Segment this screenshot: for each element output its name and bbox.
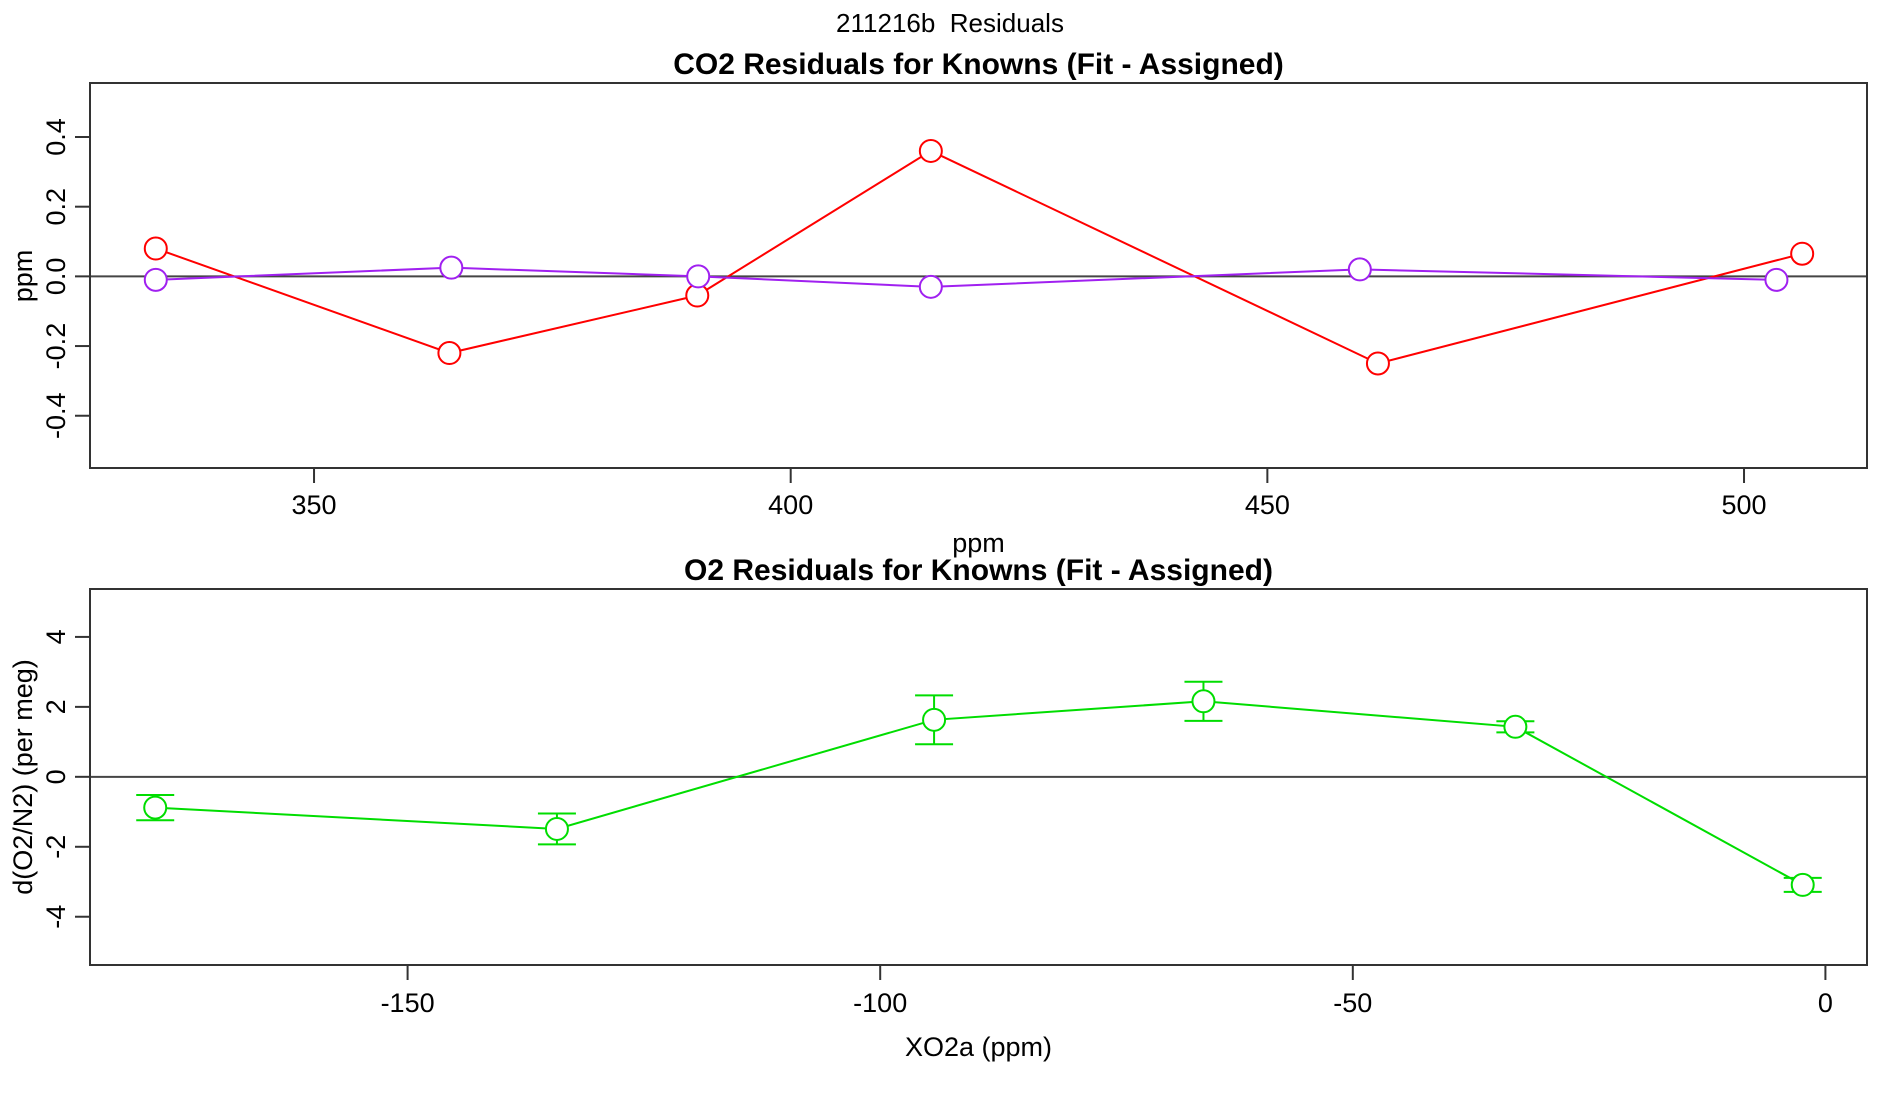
o2-residuals-y-tick-label: 2 [41,699,71,714]
co2-residuals-plot-frame [89,82,1868,469]
co2-residuals-y-tick-label: 0.0 [41,258,71,296]
red-point [437,341,462,366]
o2-residuals-chart: -150 -100 -50 0 -4 -2 0 2 4 [41,588,1868,1018]
o2-residuals-x-tick-label: 0 [1818,988,1833,1018]
o2-residuals-y-tick-label: 4 [41,629,71,644]
o2-x-axis-title: XO2a (ppm) [904,1032,1053,1062]
purple-point [1347,257,1372,282]
co2-residuals-x-tick-label: 450 [1245,490,1290,520]
co2-residuals-x-tick-label: 500 [1721,490,1766,520]
co2-residuals-y-tick-label: -0.4 [41,392,71,439]
green-point [1790,872,1815,897]
o2-chart-title: O2 Residuals for Knowns (Fit - Assigned) [684,554,1273,587]
purple-line [155,266,1777,288]
co2-chart-title: CO2 Residuals for Knowns (Fit - Assigned… [673,48,1284,81]
co2-residuals-y-tick-label: -0.2 [41,323,71,370]
purple-point [686,264,711,289]
green-point [1191,689,1216,714]
green-point [1503,714,1528,739]
green-point [544,816,569,841]
red-point [1365,351,1390,376]
co2-residuals-chart: 350 400 450 500 -0.4 -0.2 0.0 0.2 0.4 [41,82,1868,520]
co2-residuals-x-tick-label: 400 [768,490,813,520]
red-point [143,236,168,261]
red-line [155,149,1803,365]
red-series [143,138,1815,376]
co2-residuals-y-tick-label: 0.2 [41,188,71,226]
o2-residuals-y-tick-label: -4 [41,905,71,929]
purple-series [143,255,1789,299]
green-line [155,700,1804,886]
purple-point [439,255,464,280]
red-point [1790,241,1815,266]
green-series [136,680,1822,897]
o2-residuals-x-tick-label: -50 [1333,988,1372,1018]
o2-residuals-plot-frame [89,588,1868,966]
purple-point [918,274,943,299]
page-title: 211216b Residuals [836,8,1064,38]
o2-residuals-y-tick-label: -2 [41,835,71,859]
purple-point [1764,267,1789,292]
green-point [143,795,168,820]
o2-residuals-y-tick-label: 0 [41,769,71,784]
co2-residuals-y-tick-label: 0.4 [41,118,71,156]
red-point [918,138,943,163]
co2-residuals-x-tick-label: 350 [292,490,337,520]
co2-x-axis-title: ppm [952,528,1005,558]
o2-residuals-x-tick-label: -150 [381,988,435,1018]
green-point [922,707,947,732]
purple-point [143,267,168,292]
o2-residuals-x-tick-label: -100 [853,988,907,1018]
